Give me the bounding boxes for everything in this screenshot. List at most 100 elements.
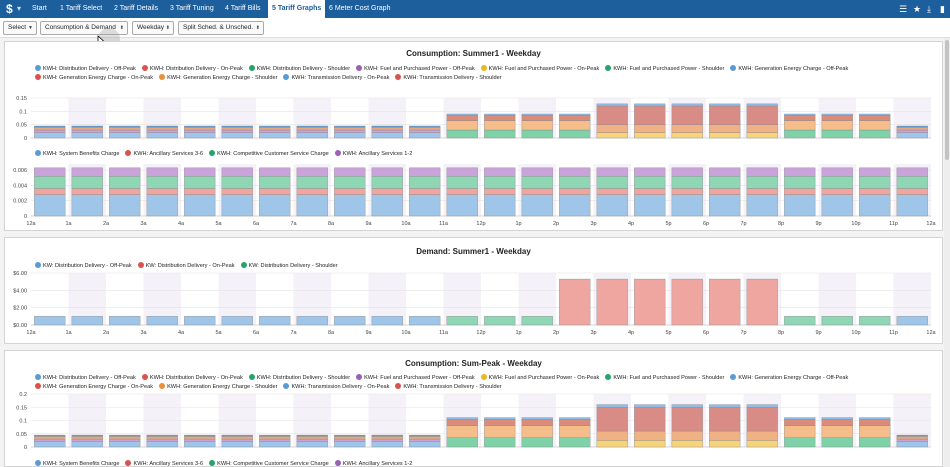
download-icon[interactable]: ⤓ <box>927 4 931 14</box>
bar-segment <box>71 188 103 195</box>
legend-item[interactable]: KWH: Fuel and Purchased Power - Shoulder <box>605 65 724 74</box>
legend-item[interactable]: KWH: Fuel and Purchased Power - On-Peak <box>480 374 599 383</box>
legend-item[interactable]: KW: Distribution Delivery - On-Peak <box>137 262 235 269</box>
legend-item[interactable]: KWH: Fuel and Purchased Power - Shoulder <box>605 374 724 383</box>
bar-segment <box>34 127 66 131</box>
tab-tariff-graphs[interactable]: 5 Tariff Graphs <box>268 0 326 18</box>
select-dropdown[interactable]: Select ▼ <box>3 21 37 35</box>
bar-segment <box>146 129 178 133</box>
bar-segment <box>821 129 853 139</box>
daytype-select[interactable]: Weekday ⬍ <box>132 21 174 35</box>
bar-segment <box>334 167 366 177</box>
bar-segment <box>709 124 741 133</box>
bar-segment <box>34 167 66 177</box>
legend-item[interactable]: KWH: Distribution Delivery - Off-Peak <box>35 65 136 74</box>
legend-item[interactable]: KWH: Fuel and Purchased Power - Off-Peak <box>356 374 475 383</box>
bar-segment <box>709 132 741 139</box>
legend-item[interactable]: KWH: Distribution Delivery - Shoulder <box>248 374 350 383</box>
bar-segment <box>446 188 478 195</box>
split-select-value: Split Sched. & Unsched. <box>183 24 254 31</box>
bar-segment <box>821 417 853 420</box>
page-scrollbar-track[interactable] <box>944 38 950 467</box>
bar-segment <box>559 425 591 438</box>
x-tick-label: 2p <box>553 221 559 227</box>
x-tick-label: 1p <box>515 221 521 227</box>
bar-segment <box>259 441 291 448</box>
tab-tariff-bills[interactable]: 4 Tariff Bills <box>225 5 261 12</box>
legend-item[interactable]: KWH: Fuel and Purchased Power - On-Peak <box>480 65 599 74</box>
legend-item[interactable]: KWH: Generation Energy Charge - Shoulder <box>159 74 277 83</box>
bar <box>634 278 666 326</box>
bar-segment <box>409 167 441 177</box>
bar-segment <box>484 425 516 438</box>
legend-item[interactable]: KWH: Generation Energy Charge - Shoulder <box>159 383 277 392</box>
bar-segment <box>446 418 478 426</box>
bar-segment <box>859 418 891 426</box>
legend-item[interactable]: KWH: Generation Energy Charge - On-Peak <box>35 74 153 83</box>
bar <box>746 278 778 326</box>
legend-item[interactable]: KWH: Competitive Customer Service Charge <box>209 460 329 467</box>
legend-item[interactable]: KWH: Transmission Delivery - Shoulder <box>395 383 502 392</box>
legend-item[interactable]: KWH: Distribution Delivery - Off-Peak <box>35 374 136 383</box>
legend-item[interactable]: KWH: Ancillary Services 1-2 <box>334 460 412 467</box>
page-scrollbar-thumb[interactable] <box>945 40 949 160</box>
bar-segment <box>34 125 66 128</box>
bar-segment <box>71 127 103 131</box>
y-tick-label: $2.00 <box>13 306 27 312</box>
chart-legend: KWH: Distribution Delivery - Off-Peak KWH… <box>35 65 935 83</box>
legend-item[interactable]: KWH: Generation Energy Charge - Off-Peak <box>730 65 848 74</box>
dollar-logo-icon[interactable]: $ <box>6 2 13 16</box>
tab-tariff-details[interactable]: 2 Tariff Details <box>114 5 159 12</box>
tab-tariff-tuning[interactable]: 3 Tariff Tuning <box>170 5 214 12</box>
x-tick-label: 8p <box>778 221 784 227</box>
panel-icon[interactable]: ▮ <box>940 4 945 14</box>
split-select[interactable]: Split Sched. & Unsched. ⬍ <box>178 21 264 35</box>
tab-tariff-select[interactable]: 1 Tariff Select <box>60 5 103 12</box>
legend-item[interactable]: KWH: Ancillary Services 1-2 <box>334 150 412 157</box>
legend-item[interactable]: KW: Distribution Delivery - Shoulder <box>240 262 338 269</box>
x-tick-label: 5a <box>215 221 222 227</box>
bar-segment <box>184 188 216 195</box>
bar-segment <box>446 167 478 177</box>
bar-segment <box>559 188 591 195</box>
bar-segment <box>446 113 478 116</box>
bar-segment <box>746 194 778 217</box>
x-tick-label: 9p <box>815 330 821 336</box>
tab-meter-cost-graph[interactable]: 6 Meter Cost Graph <box>329 5 391 12</box>
legend-dot-icon <box>240 262 247 268</box>
bar <box>259 316 291 326</box>
legend-item[interactable]: KWH: Fuel and Purchased Power - Off-Peak <box>356 65 475 74</box>
legend-item[interactable]: KWH: Transmission Delivery - On-Peak <box>283 383 389 392</box>
legend-item[interactable]: KWH: Distribution Delivery - Shoulder <box>248 65 350 74</box>
logo-chevron-down-icon[interactable]: ▾ <box>17 4 22 13</box>
legend-item[interactable]: KWH: Transmission Delivery - Shoulder <box>395 74 502 83</box>
y-tick-label: 0 <box>24 445 27 451</box>
legend-item[interactable]: KWH: System Benefits Charge <box>35 460 119 467</box>
chart-legend-secondary: KWH: System Benefits Charge KWH: Ancillar… <box>35 460 418 467</box>
legend-label: KWH: Transmission Delivery - Shoulder <box>403 384 502 390</box>
list-icon[interactable]: ☰ <box>899 4 908 14</box>
legend-item[interactable]: KWH: System Benefits Charge <box>35 150 119 157</box>
bar-segment <box>371 167 403 177</box>
bar-segment <box>671 132 703 139</box>
legend-item[interactable]: KWH: Ancillary Services 3-6 <box>125 150 203 157</box>
legend-dot-icon <box>480 374 487 380</box>
mode-select[interactable]: Consumption & Demand ⬍ <box>40 21 128 35</box>
bar-segment <box>746 430 778 441</box>
legend-item[interactable]: KWH: Distribution Delivery - On-Peak <box>141 65 243 74</box>
legend-item[interactable]: KWH: Generation Energy Charge - Off-Peak <box>730 374 848 383</box>
bar-segment <box>296 129 328 133</box>
x-tick-label: 9a <box>365 221 372 227</box>
star-icon[interactable]: ★ <box>913 4 922 14</box>
bar-segment <box>221 188 253 195</box>
legend-item[interactable]: KWH: Transmission Delivery - On-Peak <box>283 74 389 83</box>
bar <box>371 316 403 326</box>
bar-segment <box>146 127 178 131</box>
legend-item[interactable]: KWH: Competitive Customer Service Charge <box>209 150 329 157</box>
legend-item[interactable]: KWH: Ancillary Services 3-6 <box>125 460 203 467</box>
tab-start[interactable]: Start <box>32 5 47 12</box>
legend-item[interactable]: KWH: Generation Energy Charge - On-Peak <box>35 383 153 392</box>
legend-item[interactable]: KWH: Distribution Delivery - On-Peak <box>141 374 243 383</box>
legend-item[interactable]: KW: Distribution Delivery - Off-Peak <box>35 262 132 269</box>
bar-segment <box>746 188 778 195</box>
